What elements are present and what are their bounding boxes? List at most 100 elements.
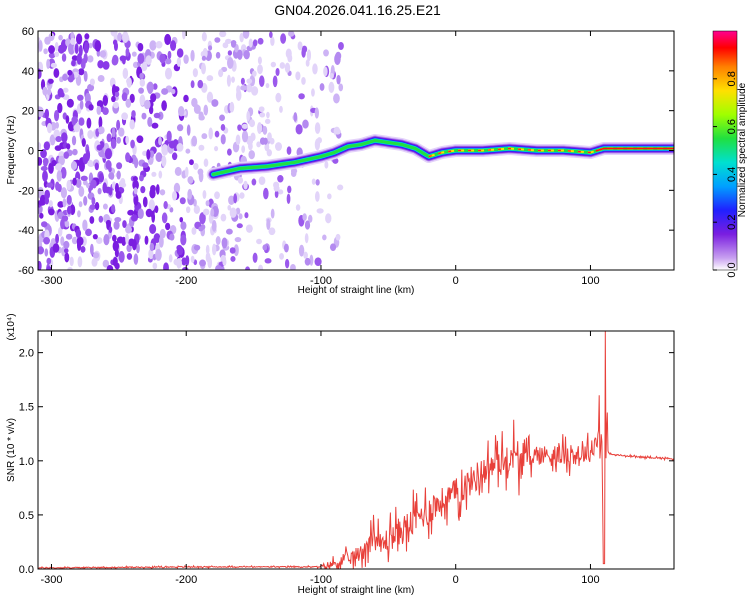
noise-blob [246,110,251,122]
noise-blob [176,48,184,58]
noise-blob [333,128,341,135]
noise-blob [130,214,138,222]
noise-blob [208,45,213,51]
noise-blob [199,212,206,225]
noise-blob [125,233,129,245]
noise-blob [234,236,242,243]
noise-blob [336,74,341,85]
noise-blob [227,204,232,211]
noise-blob [237,176,244,184]
noise-blob [52,243,60,253]
noise-blob [97,60,104,69]
x-tick-label: -200 [175,275,197,287]
colorbar-tick-label: 0.6 [726,119,738,134]
frequency-ridge [206,134,674,181]
noise-blob [98,116,103,129]
noise-blob [180,234,187,246]
noise-blob [236,85,241,95]
noise-blob [153,112,161,119]
noise-blob [71,55,78,62]
noise-blob [252,39,258,47]
colorbar-ticks: 0.0 0.2 0.4 0.6 0.8 [713,71,738,278]
noise-blob [66,98,74,108]
noise-blob [112,39,118,46]
noise-blob [132,176,138,182]
noise-blob [97,187,102,195]
noise-blob [277,174,284,183]
noise-blob [125,152,131,163]
spectrogram-y-ticks: -60 -40 -20 0 20 40 60 [18,26,674,277]
noise-blob [97,74,105,83]
noise-blob [193,244,201,251]
noise-blob [88,104,94,111]
noise-blob [108,187,113,196]
noise-blob [191,135,198,147]
noise-blob [112,234,117,242]
noise-blob [334,53,341,65]
noise-blob [265,82,270,89]
noise-blob [158,235,164,248]
noise-blob [283,243,289,253]
noise-blob [319,83,325,91]
noise-blob [285,48,292,59]
noise-blob [284,62,291,73]
noise-blob [44,108,50,120]
noise-blob [54,109,60,122]
noise-blob [266,149,272,157]
noise-blob [295,71,301,81]
noise-blob [227,57,234,69]
ridge-band-strong [595,147,674,152]
noise-blob [154,205,159,214]
noise-blob [115,190,122,199]
noise-blob [120,182,127,188]
noise-blob [129,93,135,103]
noise-blob [54,51,60,58]
noise-blob [295,124,303,135]
noise-blob [51,159,57,167]
colorbar-gradient [712,30,738,271]
noise-blob [149,150,155,158]
x-tick-label: -300 [40,574,62,586]
noise-blob [335,233,341,241]
x-tick-label: 0 [453,574,459,586]
noise-blob [205,252,211,263]
noise-blob [42,86,48,96]
noise-blob [131,239,137,251]
noise-blob [130,139,135,149]
noise-blob [279,253,284,260]
noise-blob [126,77,132,88]
noise-blob [177,106,185,117]
noise-blob [96,105,102,115]
noise-blob [144,235,149,245]
noise-blob [131,51,137,57]
noise-blob [151,122,159,129]
noise-blob [136,242,140,254]
noise-blob [38,106,44,118]
noise-blob [142,150,148,156]
noise-blob [141,112,147,120]
noise-blob [235,134,241,146]
noise-blob [257,37,264,45]
noise-blob [244,212,249,219]
noise-blob [187,176,194,184]
noise-blob [40,149,47,159]
noise-blob [43,237,50,245]
noise-blob [108,226,113,234]
noise-blob [202,190,207,199]
y-tick-label: 0.0 [19,564,34,576]
noise-blob [304,233,309,244]
noise-blob [48,52,56,59]
noise-blob [248,150,255,160]
noise-blob [55,122,60,129]
noise-blob [87,129,94,139]
noise-blob [304,257,311,266]
noise-blob [256,141,261,148]
noise-blob [230,256,236,262]
noise-blob [65,115,70,124]
noise-blob [251,86,259,96]
noise-blob [279,105,283,113]
noise-blob [148,199,155,212]
snr-y-ticks: 0.0 0.5 1.0 1.5 2.0 [19,348,674,576]
noise-blob [258,176,266,186]
y-tick-label: 0 [28,146,34,158]
